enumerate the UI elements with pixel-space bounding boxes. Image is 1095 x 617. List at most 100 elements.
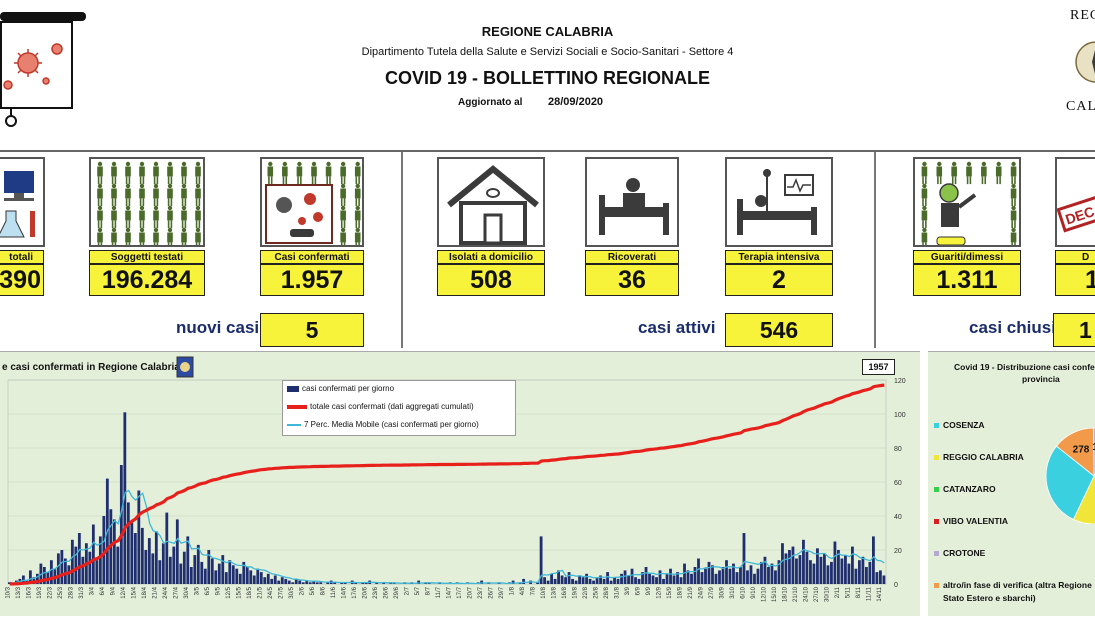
- bar-daily-cases: [637, 578, 641, 584]
- nuovi-casi-value: 5: [260, 313, 364, 347]
- x-tick-label: 28/3: [69, 586, 75, 598]
- x-tick-label: 13/8: [551, 586, 557, 598]
- x-tick-label: 9/10: [751, 586, 757, 598]
- x-tick-label: 3/9: [625, 586, 631, 595]
- bar-daily-cases: [833, 541, 837, 584]
- person-icon: [296, 161, 303, 185]
- bar-daily-cases: [882, 575, 886, 584]
- bar-daily-cases: [154, 531, 158, 584]
- x-tick-label: 5/7: [415, 586, 421, 595]
- province-legend-altro: altro/in fase di verifica (altra Regione: [934, 580, 1092, 590]
- bar-daily-cases: [760, 561, 763, 584]
- x-tick-label: 19/3: [37, 586, 43, 598]
- person-icon: [111, 183, 117, 207]
- x-tick-label: 21/5: [258, 586, 264, 598]
- pie-slice-label: 147: [1092, 442, 1095, 453]
- legend-item-moving-avg: 7 Perc. Media Mobile (casi confermati pe…: [287, 420, 479, 429]
- bar-daily-cases: [224, 572, 228, 584]
- x-tick-label: 23/7: [478, 586, 484, 598]
- bar-daily-cases: [417, 580, 421, 584]
- bar-daily-cases: [655, 577, 658, 584]
- bar-daily-cases: [662, 578, 665, 584]
- bar-daily-cases: [88, 551, 92, 584]
- bar-daily-cases: [298, 580, 302, 584]
- logo-text-bottom: CAL: [1066, 99, 1095, 114]
- legend-item-daily: casi confermati per giorno: [287, 384, 394, 393]
- x-tick-label: 9/9: [646, 586, 652, 595]
- casi-attivi-value: 546: [725, 313, 833, 347]
- terapia-value: 2: [725, 264, 833, 296]
- casi-chiusi-label: casi chiusi: [969, 318, 1056, 337]
- bar-daily-cases: [49, 560, 53, 584]
- bar-daily-cases: [868, 561, 872, 584]
- bar-daily-cases: [690, 573, 693, 584]
- bar-daily-cases: [119, 465, 123, 584]
- bar-daily-cases: [665, 573, 669, 584]
- x-tick-label: 25/8: [593, 586, 599, 598]
- x-tick-label: 17/6: [352, 586, 358, 598]
- bar-daily-cases: [539, 536, 543, 584]
- person-icon: [153, 205, 159, 229]
- bar-daily-cases: [364, 582, 368, 584]
- chart-legend: casi confermati per giorno totale casi c…: [282, 380, 516, 436]
- x-tick-label: 4/8: [520, 586, 526, 595]
- legend-dot: [934, 486, 939, 492]
- ricoverati-label: Ricoverati: [585, 250, 679, 264]
- nuovi-casi-label: nuovi casi: [176, 318, 260, 337]
- person-icon: [181, 205, 187, 229]
- person-icon: [951, 161, 957, 185]
- province-name: altro/in fase di verifica (altra Regione: [943, 580, 1092, 590]
- y-tick-label: 80: [894, 446, 902, 453]
- x-tick-label: 29/6: [394, 586, 400, 598]
- region-heading: REGIONE CALABRIA: [481, 24, 614, 39]
- x-tick-label: 15/10: [772, 586, 778, 602]
- bar-daily-cases: [679, 577, 683, 584]
- bar-daily-cases: [609, 580, 613, 584]
- virus-icon: [3, 43, 63, 90]
- bar-daily-cases: [35, 573, 39, 584]
- bar-daily-cases: [133, 533, 137, 584]
- bar-daily-cases: [781, 543, 784, 584]
- bar-daily-cases: [613, 577, 616, 584]
- bar-daily-cases: [630, 568, 634, 584]
- bar-daily-cases: [721, 567, 725, 584]
- guariti-label: Guariti/dimessi: [913, 250, 1021, 264]
- bar-daily-cases: [235, 568, 239, 584]
- y-tick-label: 20: [894, 548, 902, 555]
- person-head: [276, 197, 292, 213]
- x-tick-label: 5/11: [845, 586, 851, 598]
- soggetti-label: Soggetti testati: [89, 250, 205, 264]
- bar-daily-cases: [238, 573, 242, 584]
- bar-daily-cases: [165, 512, 169, 584]
- person-icon: [167, 183, 173, 207]
- bar-daily-cases: [259, 572, 263, 584]
- x-tick-label: 12/4: [121, 586, 127, 598]
- x-tick-label: 31/8: [614, 586, 620, 598]
- ricoverati-icon-box: [585, 157, 679, 247]
- pie-slice-label: 278: [1073, 444, 1090, 455]
- bar-daily-cases: [875, 572, 879, 584]
- bar-daily-cases: [683, 563, 686, 584]
- person-icon: [921, 183, 928, 207]
- bar-daily-cases: [623, 570, 627, 584]
- bar-daily-cases: [651, 575, 655, 584]
- bar-daily-cases: [340, 582, 344, 584]
- isolati-label: Isolati a domicilio: [437, 250, 545, 264]
- intensive-care-icon: [737, 169, 817, 235]
- header-divider: [0, 150, 1095, 152]
- x-tick-label: 9/5: [216, 586, 222, 595]
- bar-daily-cases: [8, 582, 11, 584]
- x-tick-label: 19/8: [572, 586, 578, 598]
- region-badge-icon: [176, 356, 194, 378]
- bar-daily-cases: [879, 570, 882, 584]
- casi-attivi-label: casi attivi: [638, 318, 716, 337]
- bar-daily-cases: [175, 519, 179, 584]
- bar-daily-cases: [714, 573, 718, 584]
- bar-daily-cases: [756, 568, 760, 584]
- divider-2: [874, 152, 876, 348]
- x-tick-label: 26/7: [488, 586, 494, 598]
- bar-daily-cases: [168, 556, 172, 584]
- bar-daily-cases: [872, 536, 875, 584]
- bar-daily-cases: [599, 575, 602, 584]
- bar-daily-cases: [763, 556, 767, 584]
